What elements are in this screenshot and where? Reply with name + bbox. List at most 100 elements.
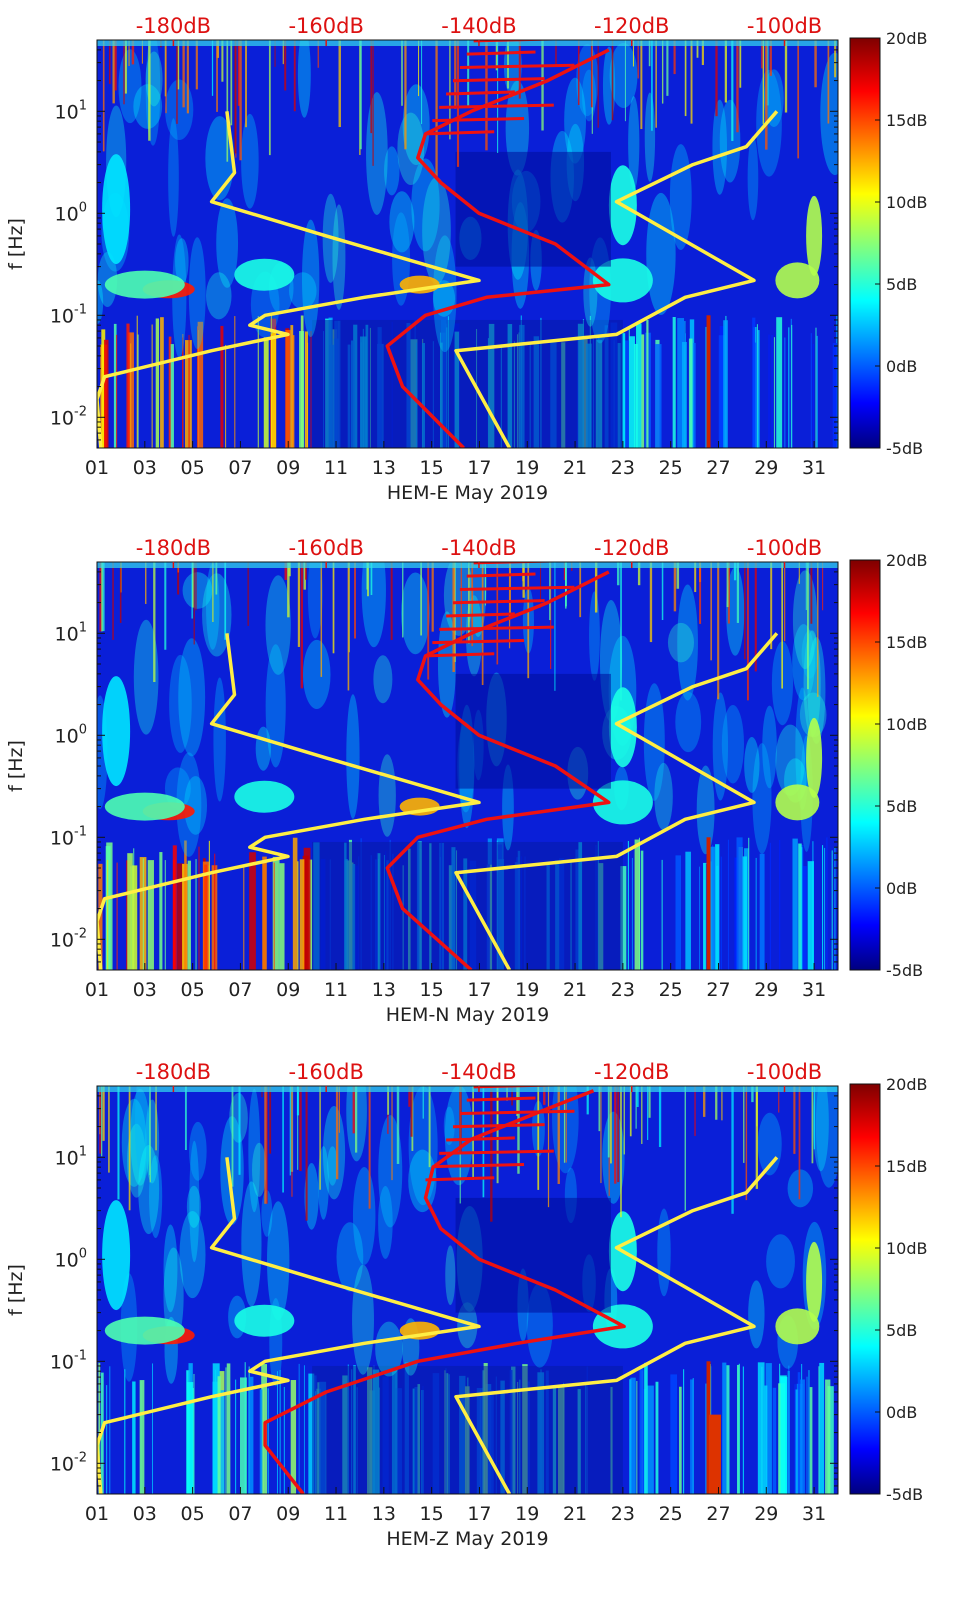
x-tick-label: 29 bbox=[754, 979, 778, 1001]
x-tick-label: 09 bbox=[276, 979, 300, 1001]
model-curve-branch bbox=[425, 130, 495, 136]
model-curve-branch bbox=[473, 1086, 566, 1089]
x-tick-label: 17 bbox=[467, 457, 491, 479]
x-tick-label: 29 bbox=[754, 1503, 778, 1525]
colorbar-tick-label: 10dB bbox=[886, 715, 928, 734]
x-tick-label: 21 bbox=[563, 457, 587, 479]
y-tick-label: 101 bbox=[55, 1144, 87, 1169]
top-axis-tick-label: -140dB bbox=[441, 14, 516, 38]
x-tick-label: 19 bbox=[515, 1503, 539, 1525]
x-tick-label: 01 bbox=[85, 1503, 109, 1525]
model-curve-branch bbox=[432, 116, 525, 123]
colorbar-tick-label: 0dB bbox=[886, 1403, 917, 1422]
y-tick-label: 100 bbox=[55, 200, 87, 225]
top-axis-tick-label: -160dB bbox=[288, 536, 363, 560]
panels-layer: 01 03 05 07 09 11 13 15 17 19 21 23 25 27 29 31 HEM-E Ma… bbox=[5, 14, 928, 1550]
x-tick-label: 19 bbox=[515, 457, 539, 479]
colorbar-tick-label: -5dB bbox=[886, 439, 923, 458]
x-tick-label: 21 bbox=[563, 1503, 587, 1525]
model-curve-branch bbox=[459, 63, 575, 69]
model-curve-branch bbox=[466, 1096, 536, 1102]
model-curve-branch bbox=[439, 103, 554, 109]
x-tick-label: 25 bbox=[659, 457, 683, 479]
x-tick-label: 31 bbox=[802, 1503, 826, 1525]
colorbar-tick-label: 20dB bbox=[886, 1075, 928, 1094]
colorbar-tick-label: 5dB bbox=[886, 275, 917, 294]
x-axis-label: HEM-N May 2019 bbox=[386, 1004, 549, 1026]
model-curve-1 bbox=[454, 110, 779, 448]
colorbar bbox=[849, 559, 881, 971]
x-tick-label: 23 bbox=[611, 457, 635, 479]
colorbar bbox=[849, 1083, 881, 1495]
colorbar-tick-label: 15dB bbox=[886, 1157, 928, 1176]
spectrogram-image bbox=[97, 40, 838, 448]
x-tick-label: 27 bbox=[706, 979, 730, 1001]
model-curve-2 bbox=[263, 1089, 626, 1494]
y-axis-label: f [Hz] bbox=[5, 740, 27, 792]
y-tick-label: 101 bbox=[55, 98, 87, 123]
spectrogram-image bbox=[97, 1086, 838, 1494]
model-curve-branch bbox=[452, 599, 545, 605]
x-tick-label: 13 bbox=[372, 979, 396, 1001]
y-axis-label: f [Hz] bbox=[5, 1264, 27, 1316]
x-tick-label: 23 bbox=[611, 1503, 635, 1525]
x-tick-label: 31 bbox=[802, 979, 826, 1001]
top-axis-tick-label: -100dB bbox=[747, 1060, 822, 1084]
model-curve-branch bbox=[459, 585, 575, 591]
model-curve-2 bbox=[385, 570, 611, 970]
model-curve-0 bbox=[97, 111, 481, 448]
x-tick-label: 17 bbox=[467, 1503, 491, 1525]
top-axis-tick-label: -180dB bbox=[136, 1060, 211, 1084]
panel-hem-n: 01 03 05 07 09 11 13 15 17 19 21 23 25 27 29 31 HEM-N Ma… bbox=[5, 536, 928, 1026]
top-axis-tick-label: -180dB bbox=[136, 536, 211, 560]
model-curve-branch bbox=[439, 625, 554, 631]
model-curve-branch bbox=[446, 1136, 515, 1142]
colorbar-tick-label: 5dB bbox=[886, 797, 917, 816]
colorbar-tick-label: 20dB bbox=[886, 551, 928, 570]
colorbar-tick-label: 0dB bbox=[886, 357, 917, 376]
model-curve-branch bbox=[466, 572, 536, 578]
x-tick-label: 11 bbox=[324, 1503, 348, 1525]
colorbar-tick-label: 5dB bbox=[886, 1321, 917, 1340]
model-curve-1 bbox=[454, 632, 779, 970]
x-tick-label: 05 bbox=[181, 457, 205, 479]
colorbar bbox=[849, 37, 881, 449]
top-axis-tick-label: -180dB bbox=[136, 14, 211, 38]
y-tick-label: 10-1 bbox=[50, 1348, 87, 1373]
model-curve-branch bbox=[452, 77, 545, 83]
model-curve-branch bbox=[452, 1123, 545, 1129]
x-tick-label: 27 bbox=[706, 457, 730, 479]
x-tick-label: 11 bbox=[324, 979, 348, 1001]
x-tick-label: 23 bbox=[611, 979, 635, 1001]
x-tick-label: 13 bbox=[372, 1503, 396, 1525]
x-tick-label: 03 bbox=[133, 457, 157, 479]
model-curve-1 bbox=[454, 1156, 779, 1494]
y-tick-label: 100 bbox=[55, 1246, 87, 1271]
colorbar-tick-label: 15dB bbox=[886, 111, 928, 130]
top-axis-tick-label: -160dB bbox=[288, 1060, 363, 1084]
top-axis-tick-label: -100dB bbox=[747, 14, 822, 38]
top-axis-tick-label: -120dB bbox=[594, 14, 669, 38]
model-curve-2 bbox=[385, 48, 611, 448]
x-tick-label: 15 bbox=[420, 979, 444, 1001]
model-curve-0 bbox=[97, 633, 481, 970]
x-tick-label: 01 bbox=[85, 457, 109, 479]
colorbar-tick-label: 10dB bbox=[886, 1239, 928, 1258]
y-tick-label: 10-2 bbox=[50, 926, 87, 951]
y-tick-label: 10-1 bbox=[50, 824, 87, 849]
x-axis-label: HEM-Z May 2019 bbox=[386, 1528, 548, 1550]
top-axis-tick-label: -100dB bbox=[747, 536, 822, 560]
top-axis-tick-label: -140dB bbox=[441, 536, 516, 560]
model-curve-branch bbox=[446, 612, 515, 618]
colorbar-tick-label: -5dB bbox=[886, 961, 923, 980]
model-curve-branch bbox=[473, 40, 566, 43]
y-axis-label: f [Hz] bbox=[5, 218, 27, 270]
model-curve-branch bbox=[466, 50, 536, 56]
y-tick-label: 101 bbox=[55, 620, 87, 645]
x-tick-label: 21 bbox=[563, 979, 587, 1001]
colorbar-tick-label: 0dB bbox=[886, 879, 917, 898]
x-tick-label: 25 bbox=[659, 979, 683, 1001]
x-tick-label: 25 bbox=[659, 1503, 683, 1525]
x-tick-label: 07 bbox=[228, 457, 252, 479]
